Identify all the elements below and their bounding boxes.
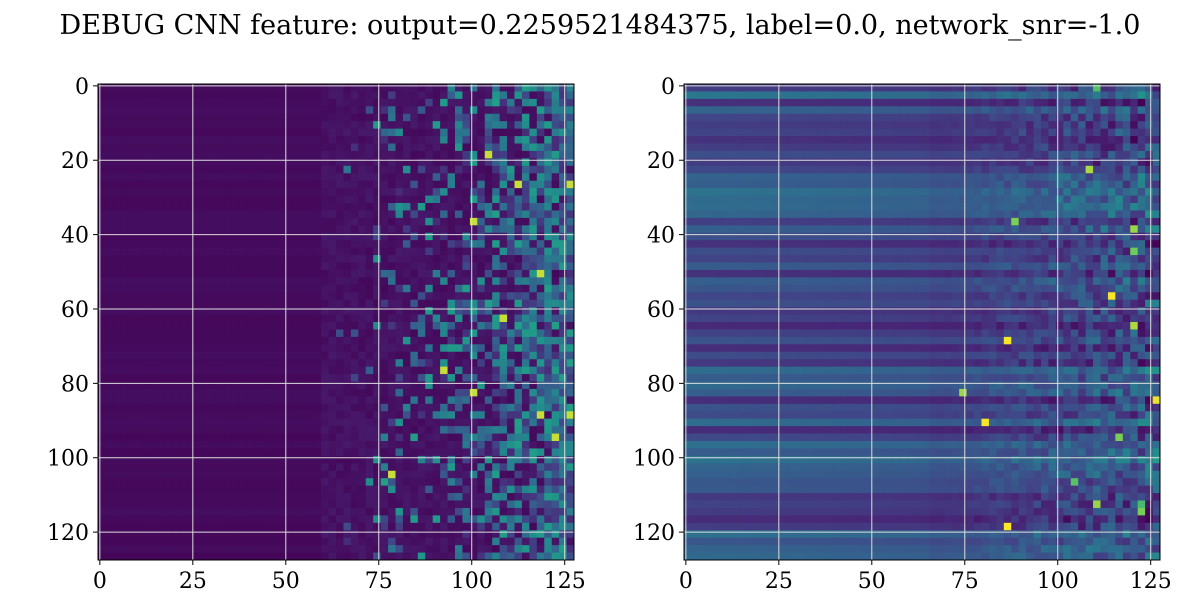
x-tick-label: 125 <box>544 569 586 594</box>
x-tick-label: 50 <box>272 569 300 594</box>
heatmap-left-image <box>98 84 575 561</box>
heatmap-right-image <box>684 84 1161 561</box>
y-tick-label: 80 <box>61 372 89 397</box>
y-tick-label: 0 <box>661 75 675 100</box>
heatmap-left-xticks: 0 25 50 75 100 125 <box>93 560 586 594</box>
heatmap-right-xticks: 0 25 50 75 100 125 <box>679 560 1172 594</box>
x-tick-label: 125 <box>1130 569 1172 594</box>
x-tick-label: 75 <box>365 569 393 594</box>
y-tick-label: 40 <box>61 224 89 249</box>
heatmap-left-grid <box>98 84 574 560</box>
x-tick-label: 75 <box>951 569 979 594</box>
x-tick-label: 25 <box>765 569 793 594</box>
y-tick-label: 100 <box>47 447 89 472</box>
x-tick-label: 100 <box>451 569 493 594</box>
y-tick-label: 20 <box>61 149 89 174</box>
y-tick-label: 0 <box>75 75 89 100</box>
y-tick-label: 60 <box>61 298 89 323</box>
x-tick-label: 25 <box>179 569 207 594</box>
y-tick-label: 120 <box>633 521 675 546</box>
heatmap-right-yticks: 0 20 40 60 80 100 120 <box>633 75 684 546</box>
heatmap-left-yticks: 0 20 40 60 80 100 120 <box>47 75 98 546</box>
y-tick-label: 20 <box>647 149 675 174</box>
y-tick-label: 100 <box>633 447 675 472</box>
x-tick-label: 0 <box>679 569 693 594</box>
heatmap-right-frame <box>683 83 1161 561</box>
x-tick-label: 50 <box>858 569 886 594</box>
y-tick-label: 80 <box>647 372 675 397</box>
y-tick-label: 40 <box>647 224 675 249</box>
y-tick-label: 120 <box>47 521 89 546</box>
y-tick-label: 60 <box>647 298 675 323</box>
figure-title: DEBUG CNN feature: output=0.225952148437… <box>59 10 1141 41</box>
heatmap-right-grid <box>684 84 1160 560</box>
x-tick-label: 0 <box>93 569 107 594</box>
heatmap-left-frame <box>97 83 575 561</box>
x-tick-label: 100 <box>1037 569 1079 594</box>
